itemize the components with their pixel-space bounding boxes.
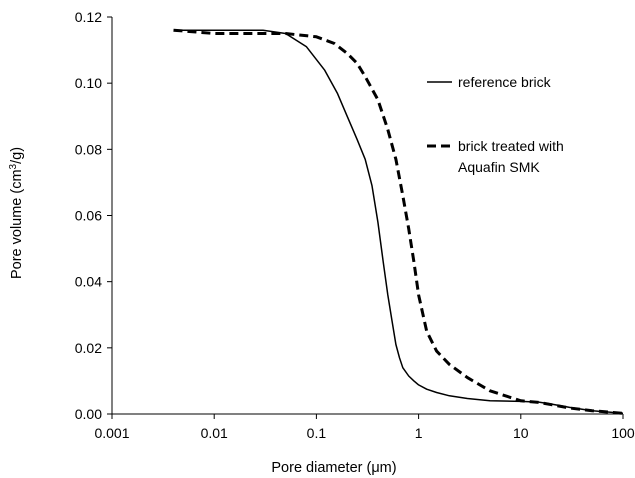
y-tick-label: 0.02 bbox=[75, 340, 102, 356]
x-tick-label: 100 bbox=[611, 425, 635, 441]
y-tick-label: 0.06 bbox=[75, 208, 102, 224]
y-tick-label: 0.12 bbox=[75, 9, 102, 25]
series-line-1 bbox=[173, 28, 624, 415]
x-tick-label: 1 bbox=[415, 425, 423, 441]
y-tick-label: 0.10 bbox=[75, 75, 102, 91]
legend-label-reference-brick: reference brick bbox=[458, 74, 552, 90]
x-tick-label: 0.1 bbox=[307, 425, 327, 441]
x-tick-label: 0.01 bbox=[201, 425, 228, 441]
x-tick-label: 0.001 bbox=[94, 425, 129, 441]
y-tick-label: 0.00 bbox=[75, 406, 102, 422]
legend: reference brick brick treated with Aquaf… bbox=[427, 74, 564, 175]
axes: 0.001 0.01 0.1 1 10 100 0.00 0.02 0.04 0.06 0.08 0.… bbox=[75, 9, 635, 441]
y-tick-label: 0.04 bbox=[75, 274, 102, 290]
x-axis-label: Pore diameter (μm) bbox=[271, 460, 396, 476]
legend-label-treated-brick: brick treated with bbox=[458, 138, 564, 154]
series-layer bbox=[173, 28, 624, 415]
series-line-0 bbox=[173, 29, 624, 415]
legend-label-treated-brick-line2: Aquafin SMK bbox=[458, 159, 540, 175]
y-tick-label: 0.08 bbox=[75, 141, 102, 157]
y-axis-label: Pore volume (cm3/g) bbox=[8, 147, 26, 279]
x-tick-label: 10 bbox=[513, 425, 529, 441]
